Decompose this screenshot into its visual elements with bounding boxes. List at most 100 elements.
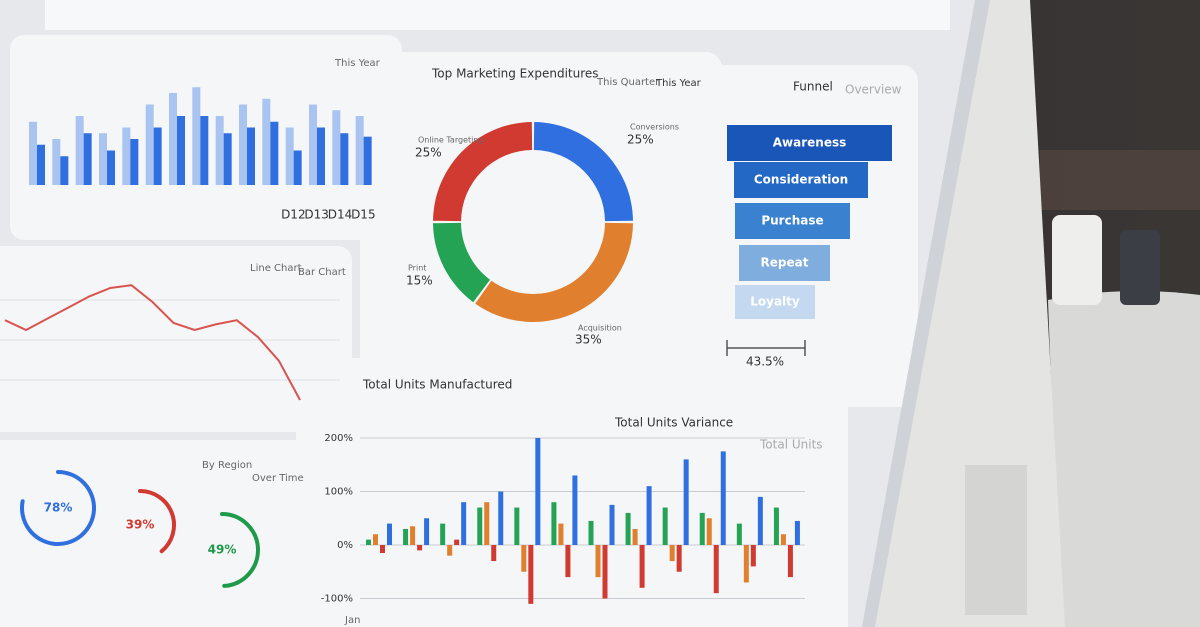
funnel-stage [735, 203, 850, 239]
bar [270, 121, 279, 185]
label: 35% [575, 333, 602, 347]
label: 78% [44, 501, 73, 515]
bar [794, 520, 800, 545]
label: Purchase [761, 214, 823, 228]
bar [720, 451, 726, 545]
label: 49% [208, 543, 237, 557]
bar [122, 127, 131, 185]
label: This Year [334, 58, 381, 69]
label: D13 [304, 208, 329, 222]
bar [588, 520, 594, 545]
bar [340, 133, 349, 185]
bar [37, 144, 45, 185]
bar [247, 127, 255, 185]
bar [83, 133, 92, 185]
bar [595, 545, 601, 578]
label: -100% [321, 594, 353, 605]
bar [699, 512, 705, 545]
bar [713, 545, 719, 594]
bar [780, 534, 786, 545]
label: Acquisition [578, 324, 622, 333]
bar [75, 116, 84, 185]
label: 25% [627, 133, 654, 147]
label: This Year [655, 78, 702, 89]
bar [484, 502, 490, 545]
label: Top Marketing Expenditures [431, 67, 599, 81]
label: 25% [415, 146, 442, 160]
label: 39% [126, 518, 155, 532]
bar [498, 491, 504, 545]
donut-slice [475, 222, 633, 322]
label: Over Time [252, 473, 304, 484]
pen [1120, 230, 1160, 305]
bar [743, 545, 749, 583]
gauge-arc [20, 470, 96, 546]
bar [662, 507, 668, 545]
bar [373, 534, 378, 545]
panel [0, 440, 312, 627]
cup [1048, 291, 1200, 627]
bar [424, 518, 430, 545]
bar [380, 545, 385, 554]
line [4, 284, 301, 401]
bar [363, 136, 372, 185]
gauge-arc [138, 489, 176, 554]
bar [107, 150, 115, 185]
panel [296, 358, 848, 627]
bracket [726, 340, 806, 356]
label: Total Units Variance [614, 416, 733, 430]
bar [558, 523, 564, 545]
bar [625, 512, 631, 545]
donut-slice [533, 122, 633, 222]
bar [366, 539, 371, 545]
funnel-stage [727, 125, 892, 161]
label: 43.5% [746, 355, 784, 369]
marker [1052, 215, 1102, 305]
label: 0% [337, 540, 353, 551]
label: Line Chart [250, 263, 302, 274]
bar [669, 545, 675, 562]
speaker-grille [965, 465, 1027, 615]
bar [683, 459, 689, 545]
bar [60, 156, 69, 185]
bar [130, 139, 139, 185]
bar [609, 504, 615, 545]
bar [52, 139, 61, 185]
bar [736, 523, 742, 545]
label: 100% [324, 487, 353, 498]
bar [309, 104, 317, 185]
shelf [1040, 150, 1200, 210]
bar [440, 523, 446, 545]
bar [387, 523, 392, 545]
bar [410, 526, 416, 545]
bar [355, 116, 364, 185]
label: Conversions [630, 123, 679, 132]
label: Online Targeting [418, 136, 483, 145]
bar [565, 545, 571, 578]
bar [639, 545, 645, 588]
bar [676, 545, 682, 572]
panel [360, 52, 722, 377]
bar [239, 104, 247, 185]
panel [0, 246, 352, 432]
bar [454, 539, 460, 545]
bar [632, 528, 638, 545]
bar [521, 545, 527, 572]
bar [535, 438, 541, 545]
bar [646, 486, 652, 545]
label: By Region [202, 460, 252, 471]
bar [145, 104, 154, 185]
label: 200% [324, 433, 353, 444]
top-bar [45, 0, 950, 30]
bar [285, 127, 294, 185]
funnel-stage [735, 285, 815, 319]
bar [528, 545, 534, 604]
gauge-arc [220, 512, 260, 588]
bar [200, 116, 209, 185]
label: Jan [344, 615, 360, 626]
bar [602, 545, 608, 599]
label: D14 [328, 208, 353, 222]
